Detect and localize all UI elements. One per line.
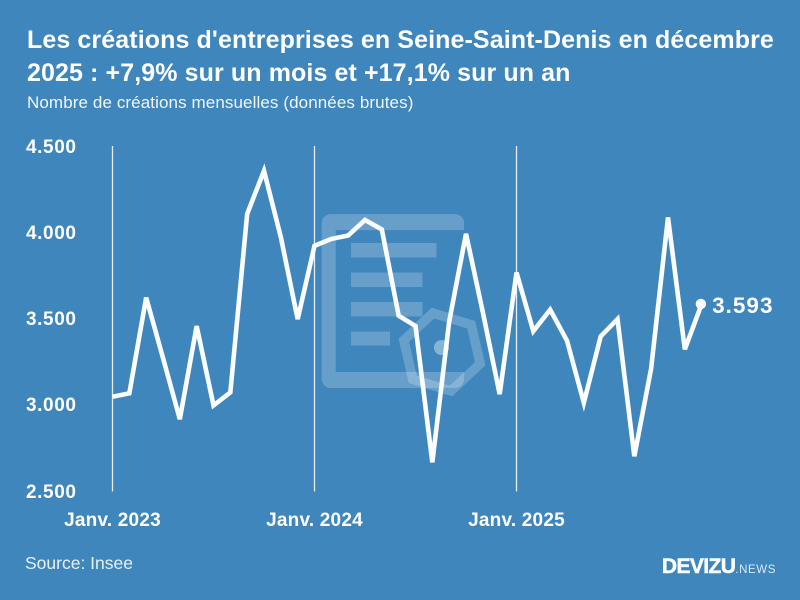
chart-title-line2: 2025 : +7,9% sur un mois et +17,1% sur u… [27, 58, 571, 87]
x-tick-label: Janv. 2024 [266, 510, 363, 531]
y-tick-label: 4.000 [26, 222, 77, 244]
chart-title: Les créations d'entreprises en Seine-Sai… [27, 24, 793, 89]
data-line [112, 163, 704, 463]
end-point-dot [695, 298, 707, 310]
x-tick-label: Janv. 2023 [64, 510, 161, 531]
end-point-value-label: 3.593 [712, 292, 774, 318]
y-tick-label: 2.500 [26, 481, 77, 503]
chart-title-line1: Les créations d'entreprises en Seine-Sai… [27, 26, 774, 54]
watermark-document-icon [321, 214, 486, 397]
source-caption: Source: Insee [25, 553, 133, 573]
y-tick-label: 3.500 [26, 309, 77, 330]
logo-text-suffix: .NEWS [735, 564, 776, 576]
x-tick-label: Janv. 2025 [468, 510, 565, 531]
y-tick-label: 4.500 [26, 136, 77, 158]
logo-text-main: DEVIZU [661, 555, 737, 579]
devizu-logo: DEVIZU .NEWS [662, 555, 776, 579]
gridlines [111, 146, 518, 492]
chart-subtitle: Nombre de créations mensuelles (données … [27, 93, 414, 112]
y-tick-label: 3.000 [26, 395, 77, 417]
